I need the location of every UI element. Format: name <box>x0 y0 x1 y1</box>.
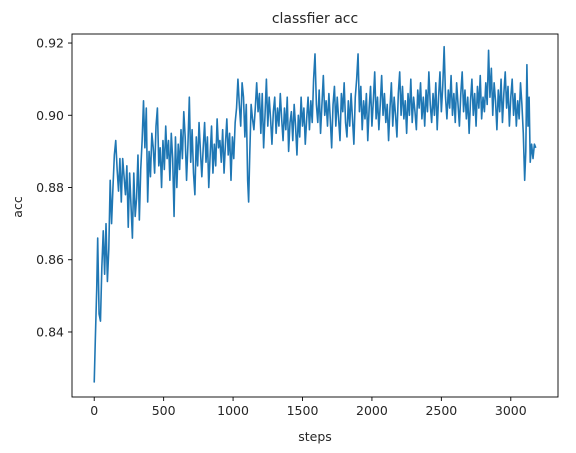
x-tick-label: 500 <box>152 403 176 418</box>
x-tick-label: 1000 <box>217 403 249 418</box>
x-tick-label: 2000 <box>356 403 388 418</box>
plot-area <box>71 33 559 398</box>
x-tick-label: 3000 <box>495 403 527 418</box>
chart-title: classfier acc <box>272 11 358 27</box>
y-tick-label: 0.86 <box>36 252 64 267</box>
y-axis-label: acc <box>10 196 25 218</box>
y-axis: 0.84 0.86 0.88 0.90 0.92 <box>36 36 72 339</box>
y-tick-label: 0.90 <box>36 108 64 123</box>
x-tick-label: 0 <box>90 403 98 418</box>
x-axis-label: steps <box>298 429 332 444</box>
x-tick-label: 1500 <box>287 403 319 418</box>
x-axis: 0 500 1000 1500 2000 2500 3000 <box>90 397 527 418</box>
y-tick-label: 0.88 <box>36 180 64 195</box>
series-line <box>93 45 537 383</box>
plot-frame <box>71 33 559 398</box>
x-tick-label: 2500 <box>425 403 457 418</box>
y-tick-label: 0.92 <box>36 36 64 51</box>
y-tick-label: 0.84 <box>36 324 64 339</box>
